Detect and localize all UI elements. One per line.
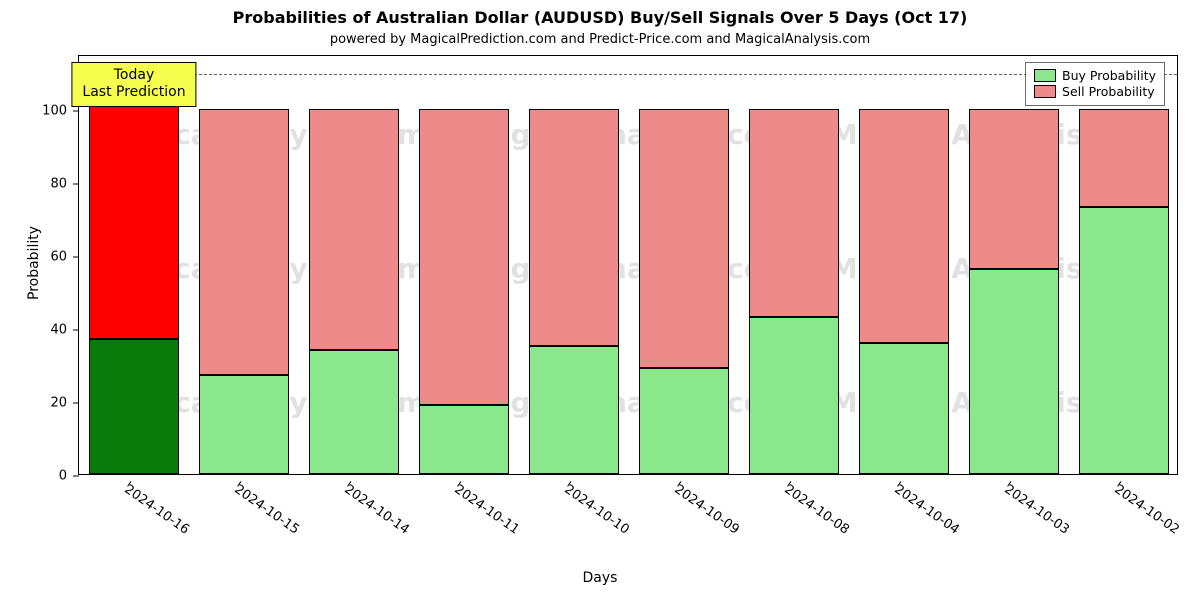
bar-buy [89, 339, 179, 474]
bar-sell [1079, 109, 1169, 208]
legend-swatch-sell [1034, 85, 1056, 98]
x-tick-label: 2024-10-03 [1001, 482, 1072, 538]
bar-sell [199, 109, 289, 376]
x-tick-label: 2024-10-09 [671, 482, 742, 538]
x-tick-text: 2024-10-14 [341, 482, 412, 538]
chart-title: Probabilities of Australian Dollar (AUDU… [0, 8, 1200, 27]
x-tick-label: 2024-10-02 [1111, 482, 1182, 538]
y-tick: 60 [50, 249, 79, 264]
x-tick-text: 2024-10-03 [1001, 482, 1072, 538]
y-tick-mark [73, 256, 79, 257]
chart-subtitle: powered by MagicalPrediction.com and Pre… [0, 32, 1200, 47]
bar-buy [969, 269, 1059, 474]
today-annotation: Today Last Prediction [71, 62, 196, 107]
x-tick-label: 2024-10-10 [561, 482, 632, 538]
bar-group [309, 54, 399, 474]
x-axis-label: Days [0, 570, 1200, 586]
bar-buy [529, 346, 619, 474]
bar-buy [859, 343, 949, 474]
bar-group [749, 54, 839, 474]
annotation-line-1: Today [82, 67, 185, 85]
legend-label-buy: Buy Probability [1062, 68, 1156, 83]
bar-sell [969, 109, 1059, 270]
bar-group [419, 54, 509, 474]
y-tick-label: 80 [50, 176, 71, 191]
y-tick-mark [73, 476, 79, 477]
bar-sell [749, 109, 839, 317]
y-tick-label: 20 [50, 395, 71, 410]
x-tick-text: 2024-10-15 [231, 482, 302, 538]
bar-group [89, 54, 179, 474]
x-tick-text: 2024-10-02 [1111, 482, 1182, 538]
bar-group [529, 54, 619, 474]
x-tick-label: 2024-10-04 [891, 482, 962, 538]
bar-sell [419, 109, 509, 405]
y-tick: 0 [59, 469, 79, 484]
y-tick: 80 [50, 176, 79, 191]
y-tick-label: 60 [50, 249, 71, 264]
y-tick-mark [73, 110, 79, 111]
x-tick-label: 2024-10-15 [231, 482, 302, 538]
bar-buy [199, 375, 289, 474]
bar-buy [419, 405, 509, 474]
plot-area: MagicalAnalysis.comMagicalAnalysis.comMa… [78, 55, 1178, 475]
x-tick-label: 2024-10-16 [121, 482, 192, 538]
bar-group [969, 54, 1059, 474]
bar-sell [529, 109, 619, 346]
y-tick-label: 0 [59, 469, 71, 484]
bar-group [199, 54, 289, 474]
bar-sell [639, 109, 729, 368]
bar-group [639, 54, 729, 474]
bars-container [79, 56, 1177, 474]
y-tick-label: 40 [50, 322, 71, 337]
bar-sell [859, 109, 949, 343]
x-tick-text: 2024-10-04 [891, 482, 962, 538]
x-tick-label: 2024-10-14 [341, 482, 412, 538]
bar-sell [309, 109, 399, 350]
annotation-line-2: Last Prediction [82, 84, 185, 102]
legend-label-sell: Sell Probability [1062, 84, 1155, 99]
legend-item-buy: Buy Probability [1034, 68, 1156, 83]
y-tick: 40 [50, 322, 79, 337]
legend-item-sell: Sell Probability [1034, 84, 1156, 99]
y-tick-mark [73, 183, 79, 184]
bar-buy [749, 317, 839, 474]
legend: Buy Probability Sell Probability [1025, 62, 1165, 106]
y-tick-label: 100 [42, 103, 71, 118]
legend-swatch-buy [1034, 69, 1056, 82]
bar-buy [639, 368, 729, 474]
bar-buy [1079, 207, 1169, 474]
y-tick-mark [73, 402, 79, 403]
x-tick-text: 2024-10-08 [781, 482, 852, 538]
figure: Probabilities of Australian Dollar (AUDU… [0, 0, 1200, 600]
y-tick-mark [73, 329, 79, 330]
x-tick-text: 2024-10-11 [451, 482, 522, 538]
x-tick-label: 2024-10-11 [451, 482, 522, 538]
bar-sell [89, 72, 179, 339]
x-tick-text: 2024-10-10 [561, 482, 632, 538]
bar-group [1079, 54, 1169, 474]
x-tick-text: 2024-10-16 [121, 482, 192, 538]
y-tick: 100 [42, 103, 79, 118]
x-tick-label: 2024-10-08 [781, 482, 852, 538]
x-tick-text: 2024-10-09 [671, 482, 742, 538]
y-tick: 20 [50, 395, 79, 410]
bar-buy [309, 350, 399, 474]
bar-group [859, 54, 949, 474]
y-axis-label: Probability [26, 226, 42, 300]
